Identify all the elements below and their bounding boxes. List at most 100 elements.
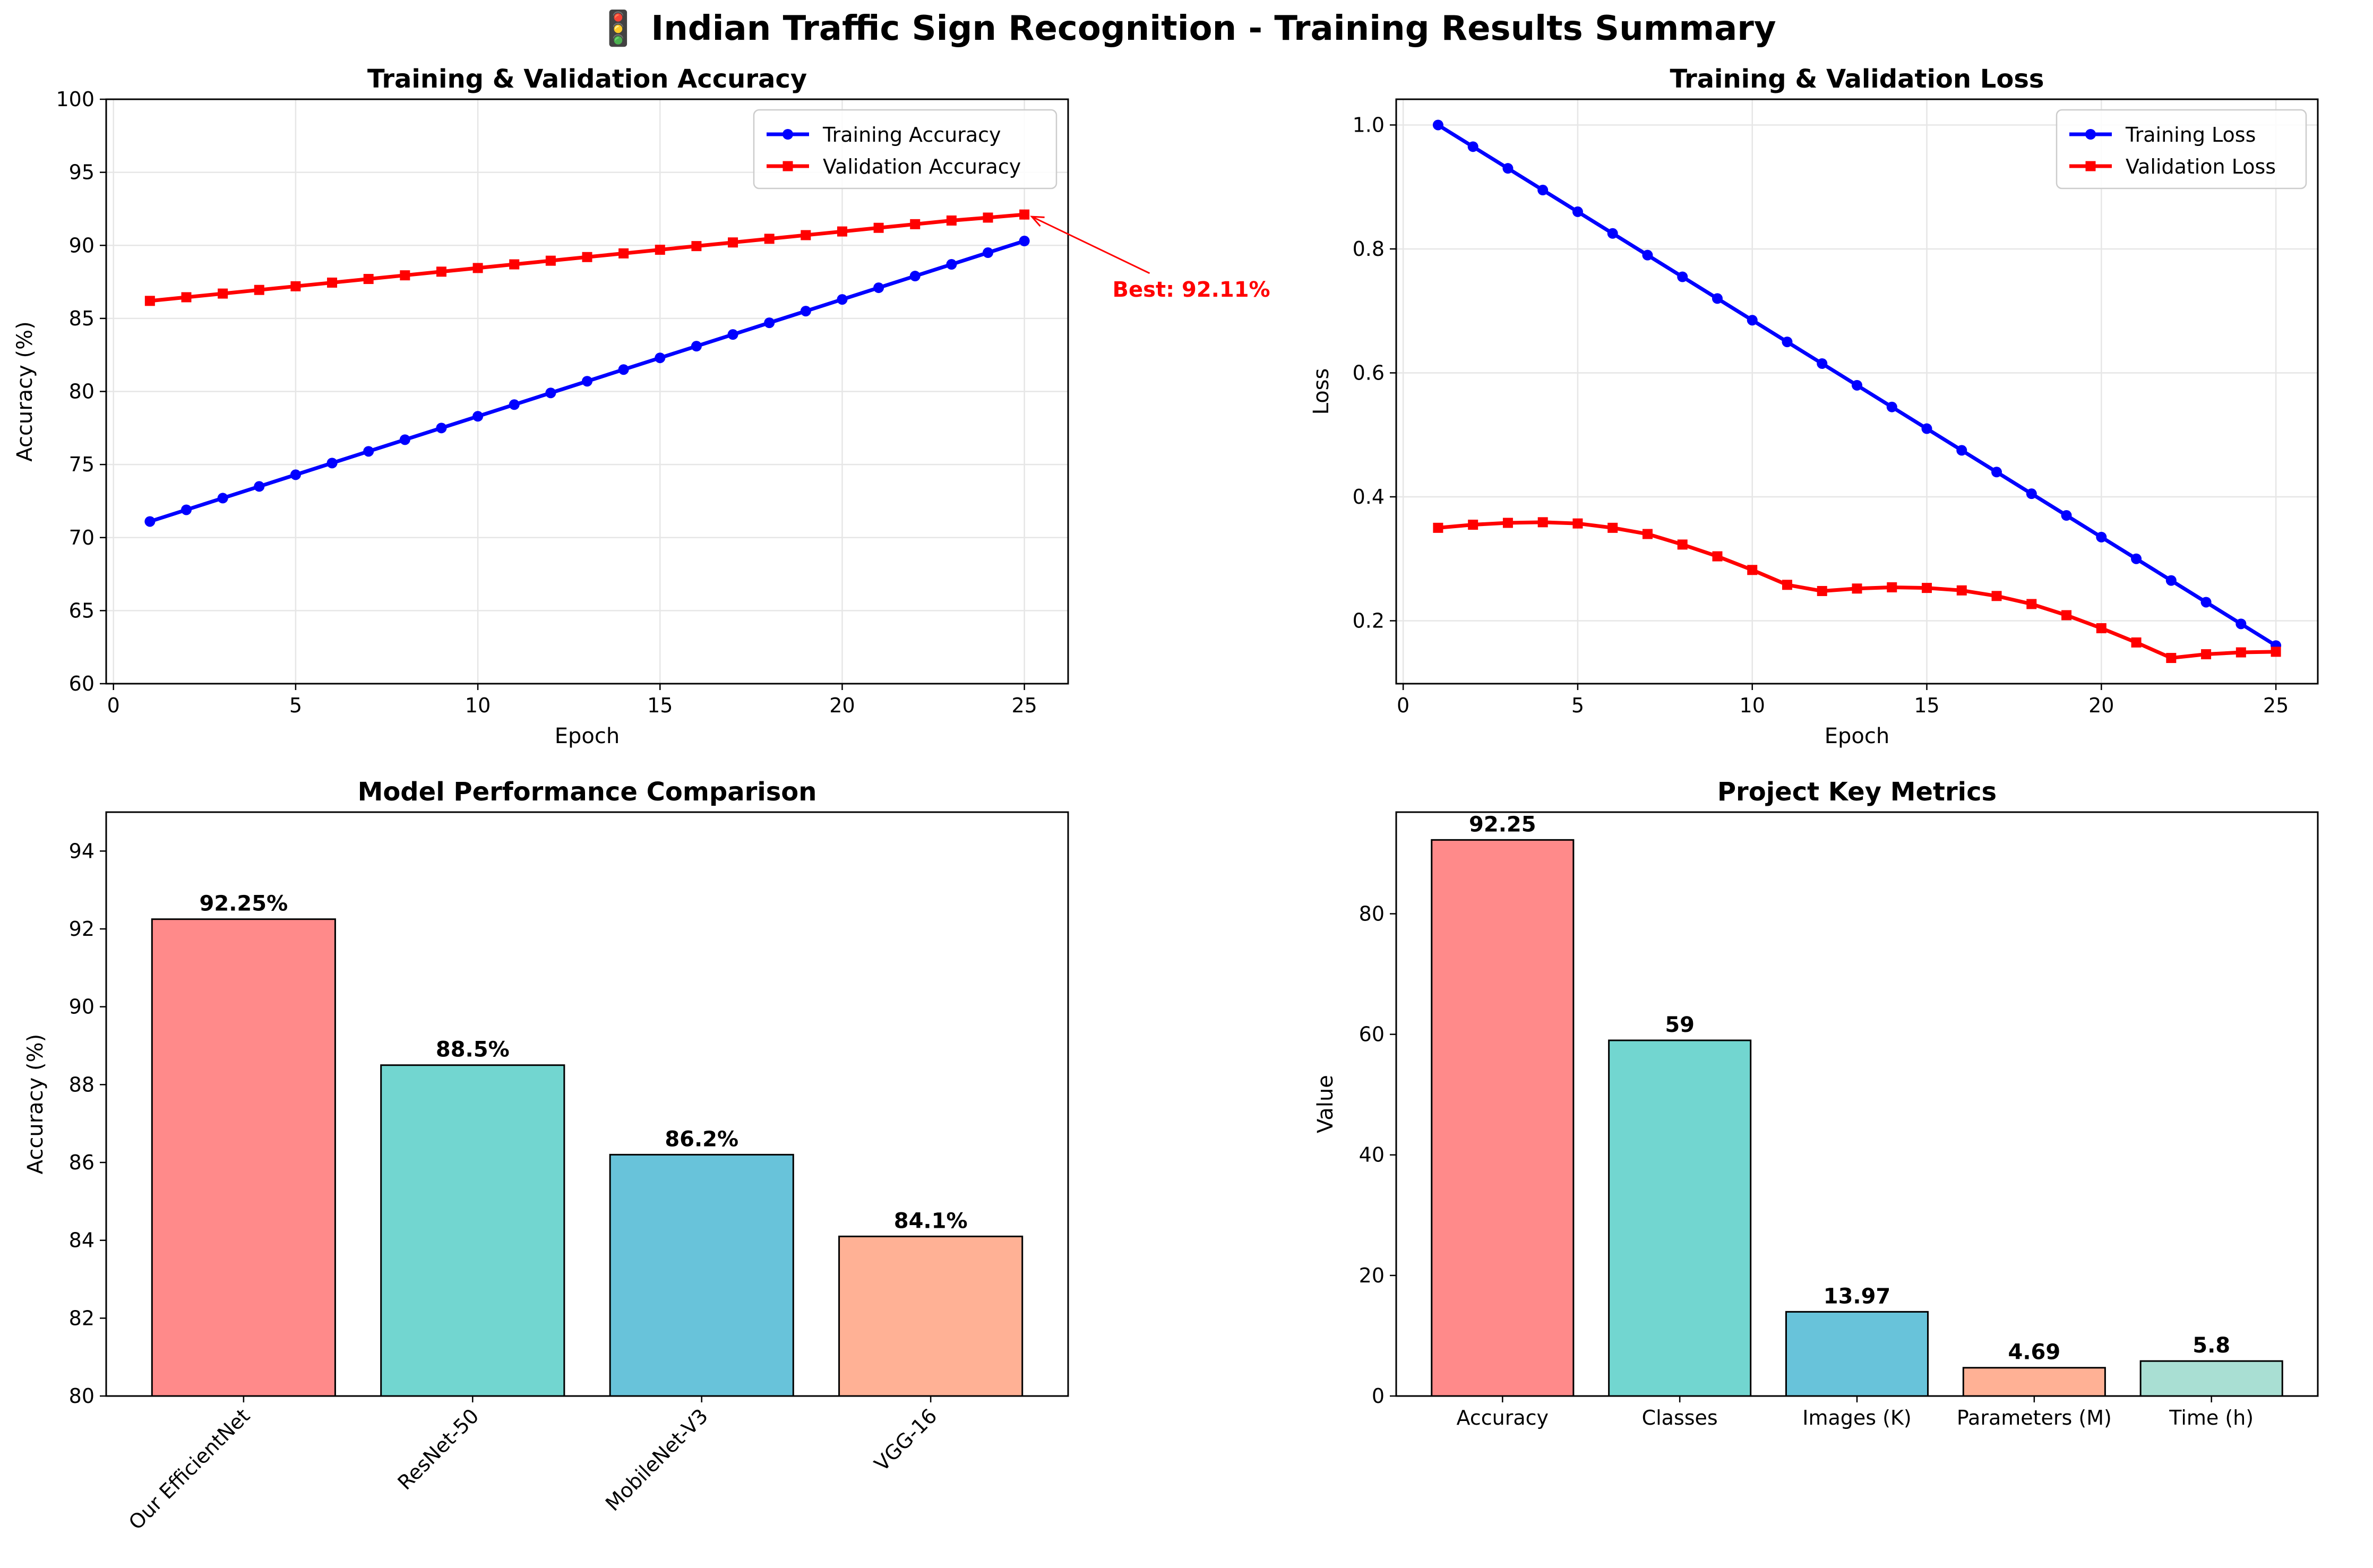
data-point <box>2236 647 2246 658</box>
data-point <box>1747 565 1758 575</box>
data-point <box>1886 401 1897 412</box>
bar-value-label: 92.25% <box>200 892 288 916</box>
data-point <box>946 215 957 226</box>
data-point <box>691 341 702 352</box>
data-point <box>2061 610 2072 621</box>
y-axis-label: Accuracy (%) <box>13 321 37 462</box>
bar-4 <box>1962 1367 2106 1397</box>
data-point <box>254 285 264 295</box>
x-tick-label: 15 <box>647 694 673 717</box>
plot-title: Training & Validation Loss <box>1670 64 2044 94</box>
x-tick-label: Time (h) <box>2169 1406 2254 1429</box>
data-point <box>909 271 921 282</box>
y-tick-label: 0.4 <box>1353 485 1385 509</box>
legend-entry: Training Loss <box>2125 123 2256 147</box>
data-point <box>1817 585 1827 596</box>
data-point <box>1782 337 1793 348</box>
data-point <box>509 399 520 410</box>
y-tick-label: 0 <box>1372 1384 1385 1408</box>
data-point <box>2061 510 2072 521</box>
plot-4: Project Key Metrics 92.25 Accuracy 59 Classe… <box>1313 777 2319 1429</box>
y-axis-label: Loss <box>1309 368 1334 415</box>
y-tick-label: 100 <box>56 88 94 111</box>
data-point <box>1747 315 1758 326</box>
data-point <box>327 277 338 288</box>
legend-marker <box>783 129 793 140</box>
data-point <box>545 255 556 266</box>
x-tick-label: Classes <box>1642 1406 1718 1429</box>
data-point <box>181 504 192 515</box>
data-point <box>1607 228 1618 239</box>
bar-3 <box>1785 1311 1929 1397</box>
data-point <box>946 259 957 270</box>
legend-entry: Training Accuracy <box>822 123 1001 147</box>
data-point <box>144 516 156 527</box>
x-tick-label: 10 <box>465 694 491 717</box>
data-point <box>2200 597 2212 608</box>
data-point <box>1782 580 1792 590</box>
y-tick-label: 85 <box>69 307 94 330</box>
x-tick-label: Accuracy <box>1457 1406 1549 1429</box>
data-point <box>727 329 738 340</box>
x-tick-label: 20 <box>2088 694 2114 717</box>
legend: Training Accuracy Validation Accuracy <box>753 109 1057 189</box>
y-tick-label: 84 <box>69 1229 94 1252</box>
bar-value-label: 4.69 <box>2008 1340 2060 1365</box>
axes-frame <box>1395 811 2319 1397</box>
data-point <box>2131 553 2142 564</box>
y-tick-label: 92 <box>69 917 94 941</box>
data-point <box>2131 637 2142 648</box>
data-point <box>837 226 847 237</box>
bar-value-label: 59 <box>1665 1013 1695 1037</box>
data-point <box>873 282 884 294</box>
y-tick-label: 90 <box>69 995 94 1019</box>
y-tick-label: 60 <box>69 672 94 695</box>
data-point <box>655 352 666 364</box>
y-tick-label: 20 <box>1359 1264 1385 1287</box>
data-point <box>472 411 484 422</box>
data-point <box>983 247 993 259</box>
y-tick-label: 88 <box>69 1073 94 1096</box>
y-tick-label: 75 <box>69 453 94 476</box>
data-point <box>764 317 775 329</box>
data-point <box>801 230 811 240</box>
plot-1: Training & Validation Accuracy 0 5 10 15 20 25… <box>13 64 1270 748</box>
data-point <box>2096 623 2107 634</box>
y-axis-label: Value <box>1313 1075 1338 1133</box>
data-point <box>1921 423 1932 434</box>
data-point <box>181 292 192 303</box>
data-point <box>399 434 410 445</box>
y-tick-label: 40 <box>1359 1143 1385 1167</box>
data-point <box>1572 518 1583 529</box>
data-point <box>983 212 993 223</box>
data-point <box>2026 488 2037 499</box>
bar-value-label: 5.8 <box>2193 1333 2230 1358</box>
x-tick-label: 5 <box>289 694 302 717</box>
legend-frame <box>753 109 1057 189</box>
y-tick-label: 80 <box>1359 902 1385 925</box>
data-point <box>873 222 884 233</box>
data-point <box>217 493 228 504</box>
data-point <box>472 263 483 273</box>
y-tick-label: 95 <box>69 161 94 184</box>
y-tick-label: 80 <box>69 380 94 403</box>
x-tick-label: 10 <box>1740 694 1765 717</box>
data-point <box>509 259 520 270</box>
data-point <box>2026 599 2037 609</box>
bar-2 <box>1608 1039 1752 1397</box>
data-point <box>144 296 155 306</box>
data-point <box>1991 591 2002 601</box>
x-axis-label: Epoch <box>1825 724 1889 748</box>
data-point <box>691 241 702 252</box>
data-point <box>582 252 592 262</box>
data-point <box>1467 141 1478 152</box>
data-point <box>1433 522 1443 533</box>
data-point <box>363 274 374 285</box>
y-tick-label: 86 <box>69 1151 94 1174</box>
data-point <box>1712 293 1723 304</box>
data-point <box>290 469 301 480</box>
y-tick-label: 0.6 <box>1353 361 1385 384</box>
data-point <box>1956 585 1967 596</box>
legend-marker <box>2085 129 2096 140</box>
data-point <box>618 248 629 259</box>
